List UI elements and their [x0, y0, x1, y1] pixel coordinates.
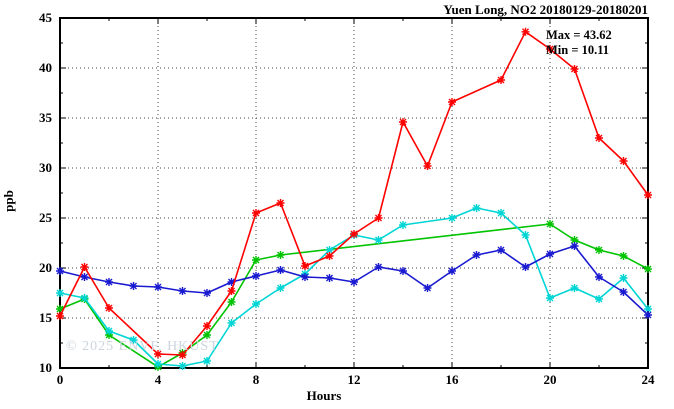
x-tick-label: 16	[446, 372, 460, 387]
series-red-markers	[56, 27, 652, 359]
chart-title: Yuen Long, NO2 20180129-20180201	[443, 2, 648, 17]
y-tick-label: 45	[39, 10, 53, 25]
x-tick-label: 24	[642, 372, 656, 387]
max-min-annotation: Max = 43.62 Min = 10.11	[546, 28, 612, 58]
y-tick-label: 15	[39, 310, 53, 325]
y-tick-label: 10	[39, 360, 52, 375]
y-tick-label: 30	[39, 160, 52, 175]
min-value-label: Min = 10.11	[546, 43, 610, 57]
series-blue-markers	[56, 242, 652, 319]
max-value-label: Max = 43.62	[546, 28, 612, 42]
x-tick-label: 4	[155, 372, 162, 387]
x-tick-label: 12	[348, 372, 361, 387]
y-tick-label: 20	[39, 260, 52, 275]
y-axis-label: ppb	[0, 190, 16, 212]
x-axis-label: Hours	[306, 388, 342, 403]
y-tick-label: 25	[39, 210, 53, 225]
series-cyan-line	[59, 207, 649, 367]
watermark: © 2025 ENVF, HKUST	[66, 339, 219, 354]
series-green-line	[59, 223, 649, 368]
y-tick-label: 40	[39, 60, 52, 75]
x-tick-label: 8	[253, 372, 260, 387]
x-tick-label: 20	[544, 372, 557, 387]
x-tick-label: 0	[57, 372, 64, 387]
y-tick-label: 35	[39, 110, 53, 125]
